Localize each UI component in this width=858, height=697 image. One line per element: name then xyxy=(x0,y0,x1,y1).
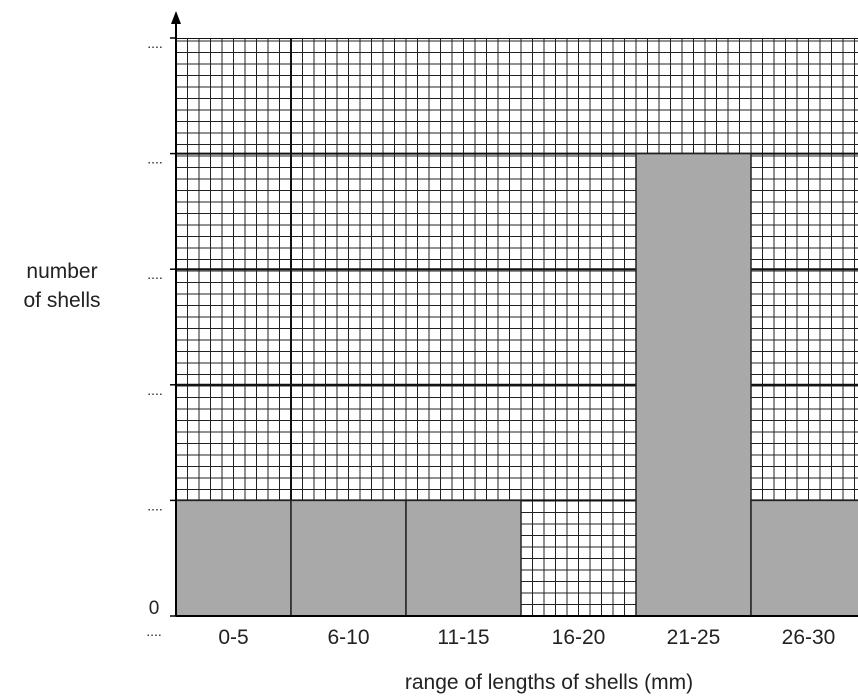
bars xyxy=(175,152,858,617)
bar-26-30 xyxy=(750,499,858,617)
y-tick-label: 0 xyxy=(149,598,160,619)
y-axis-label-line-2: of shells xyxy=(23,289,100,312)
x-origin-dots: .... xyxy=(146,623,162,639)
axes xyxy=(171,11,858,617)
bar-0-5 xyxy=(175,499,292,617)
y-tick-label: .... xyxy=(147,382,163,398)
x-tick-label: 0-5 xyxy=(218,626,248,649)
y-tick-label: .... xyxy=(147,266,163,282)
x-tick-label: 16-20 xyxy=(552,626,606,649)
bar-6-10 xyxy=(290,499,407,617)
y-tick-labels: 0.................... xyxy=(147,35,176,619)
x-tick-label: 21-25 xyxy=(667,626,721,649)
x-tick-label: 11-15 xyxy=(437,626,489,649)
x-tick-label: 6-10 xyxy=(327,626,369,649)
y-tick-label: .... xyxy=(147,35,163,51)
x-axis-label: range of lengths of shells (mm) xyxy=(405,671,693,694)
bar-21-25 xyxy=(635,152,752,617)
x-tick-label: 26-30 xyxy=(782,626,836,649)
y-axis-label-line-1: number xyxy=(26,260,97,283)
x-tick-labels: 0-5 6-10 11-15 16-20 21-25 26-30 xyxy=(218,626,835,649)
y-tick-label: .... xyxy=(147,151,163,167)
y-axis-arrow-icon xyxy=(171,11,181,24)
y-tick-label: .... xyxy=(147,497,163,513)
bar-11-15 xyxy=(405,499,522,617)
